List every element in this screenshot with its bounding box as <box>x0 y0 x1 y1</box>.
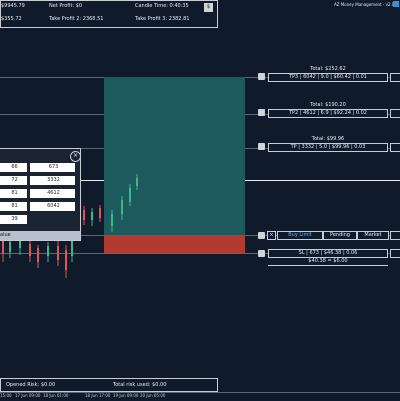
time-label: 18 Jun 17:00 <box>85 393 111 398</box>
candle <box>121 200 123 214</box>
balance: $9945.79 <box>1 3 25 9</box>
level-detail: TP3 | 6042 | 9.0 | $60.42 | 0.01 <box>268 73 388 82</box>
candle <box>99 208 101 218</box>
input-field[interactable]: 673 <box>30 163 75 172</box>
sl-detail: SL | 673 | $46.38 | 0.06 <box>268 249 388 258</box>
time-axis: 15:00 17 Jun 09:00 18 Jun 01:00 18 Jun 17:0… <box>0 392 400 401</box>
close-button[interactable]: × <box>267 231 276 240</box>
candle <box>47 246 49 256</box>
input-field[interactable]: 66 <box>0 163 27 172</box>
profit-zone <box>104 77 245 235</box>
candle <box>57 246 59 260</box>
candle <box>111 214 113 226</box>
settings-dialog: × 66 673 72 3332 81 4612 81 6042 39 alue <box>0 148 81 241</box>
candle <box>9 242 11 252</box>
level-total: Total: $99.96 <box>311 136 345 142</box>
candle-time: Candle Time: 0:40:35 <box>135 3 189 9</box>
input-field[interactable]: 39 <box>0 215 27 224</box>
equity: $355.72 <box>1 16 22 22</box>
market-button[interactable]: Market <box>357 231 389 240</box>
candle <box>83 210 85 220</box>
time-label: 17 Jun 09:00 <box>15 393 41 398</box>
buy-limit-button[interactable]: Buy Limit <box>277 231 323 240</box>
candle <box>29 244 31 256</box>
pin-button[interactable] <box>258 143 265 150</box>
candle <box>136 178 138 186</box>
sl-side <box>390 249 400 258</box>
time-label: 18 Jun 01:00 <box>43 393 69 398</box>
net-profit: Net Profit: $0 <box>49 3 83 9</box>
currency-button[interactable]: $ <box>204 3 213 12</box>
info-panel: $9945.79 Net Profit: $0 Candle Time: 0:4… <box>0 0 218 28</box>
opened-risk: Opened Risk: $0.00 <box>6 382 56 388</box>
footer-panel: Opened Risk: $0.00 Total risk used: $0.0… <box>0 378 218 392</box>
candle <box>71 238 73 256</box>
loss-zone <box>104 235 245 253</box>
level-detail: TP | 3332 | 5.0 | $99.96 | 0.03 <box>268 143 388 152</box>
level-side <box>390 73 400 82</box>
level-total: Total: $190.20 <box>310 102 346 108</box>
candle <box>2 240 4 254</box>
dialog-button[interactable]: alue <box>0 231 80 240</box>
candle <box>129 188 131 202</box>
input-field[interactable]: 81 <box>0 189 27 198</box>
candle <box>19 240 21 248</box>
take-profit-2: Take Profit 2: 2368.51 <box>49 16 104 22</box>
level-side <box>390 109 400 118</box>
dialog-close[interactable]: × <box>70 151 81 162</box>
time-label: 15:00 <box>0 393 12 398</box>
input-field[interactable]: 4612 <box>30 189 75 198</box>
time-label: 20 Jun 05:00 <box>140 393 166 398</box>
app-icon <box>393 1 399 7</box>
input-field[interactable]: 3332 <box>30 176 75 185</box>
candle <box>37 248 39 262</box>
pending-button[interactable]: Pending <box>323 231 357 240</box>
pin-button[interactable] <box>258 250 265 257</box>
level-side <box>390 143 400 152</box>
pin-button[interactable] <box>258 232 265 239</box>
pin-button[interactable] <box>258 73 265 80</box>
extra-button[interactable] <box>390 231 400 240</box>
time-label: 19 Jun 09:00 <box>113 393 139 398</box>
input-field[interactable]: 81 <box>0 202 27 211</box>
candle <box>65 250 67 270</box>
total-risk: Total risk used: $0.00 <box>113 382 167 388</box>
sl-risk: $40.38 = $6.00 <box>268 258 388 266</box>
input-field[interactable]: 72 <box>0 176 27 185</box>
input-field[interactable]: 6042 <box>30 202 75 211</box>
level-line <box>0 253 400 254</box>
level-detail: TP2 | 4612 | 6.9 | $92.24 | 0.02 <box>268 109 388 118</box>
candle <box>91 212 93 220</box>
level-total: Total: $252.62 <box>310 66 346 72</box>
app-title: AZ Money Management - v2.0 <box>334 2 395 7</box>
take-profit-3: Take Profit 3: 2382.81 <box>135 16 190 22</box>
pin-button[interactable] <box>258 109 265 116</box>
